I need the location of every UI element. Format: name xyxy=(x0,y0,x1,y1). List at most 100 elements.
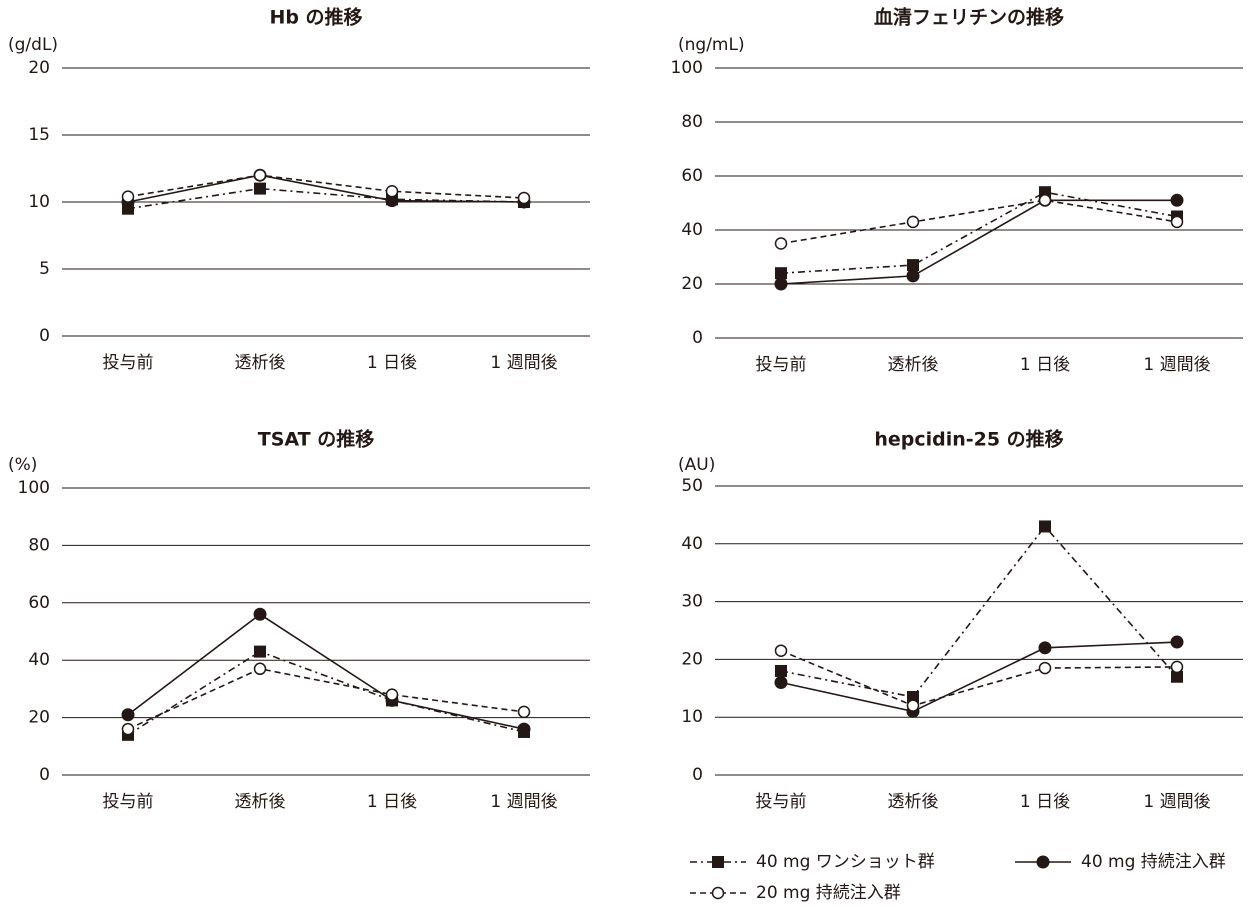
marker xyxy=(774,676,788,690)
series-line xyxy=(127,174,525,203)
legend-marker xyxy=(1036,855,1050,869)
y-tick-label: 15 xyxy=(28,125,50,145)
series-line xyxy=(127,650,525,736)
marker xyxy=(253,607,267,621)
marker xyxy=(1039,520,1051,533)
x-tick-label: 1 週間後 xyxy=(1143,355,1210,375)
marker xyxy=(385,194,399,208)
y-tick-label: 20 xyxy=(28,58,50,78)
series-line xyxy=(780,199,1177,285)
marker xyxy=(1170,635,1184,649)
y-tick-label: 10 xyxy=(681,707,703,727)
marker xyxy=(775,267,787,280)
x-tick-label: 1 日後 xyxy=(367,792,417,812)
y-tick-label: 5 xyxy=(39,259,50,279)
legend-marker xyxy=(712,856,724,868)
legend-label: 40 mg ワンショット群 xyxy=(756,852,935,872)
series-line xyxy=(780,641,1178,713)
x-tick-label: 透析後 xyxy=(235,353,286,373)
marker xyxy=(253,168,267,182)
x-tick-label: 1 週間後 xyxy=(490,792,557,812)
y-tick-label: 10 xyxy=(28,192,50,212)
x-tick-label: 1 週間後 xyxy=(1143,792,1210,812)
y-tick-label: 60 xyxy=(681,166,703,186)
x-tick-label: 1 日後 xyxy=(367,353,417,373)
y-tick-label: 0 xyxy=(39,326,50,346)
chart-title: hepcidin-25 の推移 xyxy=(874,428,1063,451)
marker xyxy=(906,269,920,283)
y-tick-label: 40 xyxy=(681,534,703,554)
x-tick-label: 投与前 xyxy=(103,792,154,812)
marker xyxy=(517,191,531,205)
y-tick-label: 80 xyxy=(28,535,50,555)
y-tick-label: 0 xyxy=(692,328,703,348)
marker xyxy=(774,237,788,250)
y-tick-label: 60 xyxy=(28,593,50,613)
marker xyxy=(907,259,919,272)
marker xyxy=(774,644,788,657)
chart-title: TSAT の推移 xyxy=(258,428,374,451)
marker xyxy=(907,690,919,703)
series-line xyxy=(127,174,525,199)
marker xyxy=(1038,194,1052,207)
y-tick-label: 100 xyxy=(18,478,50,498)
y-axis-label: (AU) xyxy=(678,455,715,475)
y-tick-label: 20 xyxy=(681,274,703,294)
marker xyxy=(517,722,531,736)
x-tick-label: 透析後 xyxy=(888,792,939,812)
series-line xyxy=(780,525,1178,698)
marker xyxy=(121,708,135,722)
y-tick-label: 40 xyxy=(28,650,50,670)
series-line xyxy=(127,667,525,730)
legend-label: 20 mg 持続注入群 xyxy=(756,883,901,903)
marker xyxy=(1170,660,1184,674)
series-line xyxy=(780,649,1178,707)
x-tick-label: 透析後 xyxy=(235,792,286,812)
y-axis-label: (%) xyxy=(8,455,37,475)
series-line xyxy=(127,187,525,210)
x-tick-label: 1 日後 xyxy=(1020,792,1070,812)
y-tick-label: 0 xyxy=(39,765,50,785)
x-tick-label: 1 日後 xyxy=(1020,355,1070,375)
marker xyxy=(121,190,135,203)
marker xyxy=(906,215,920,229)
legend-marker xyxy=(711,886,725,900)
marker xyxy=(517,705,531,719)
y-axis-label: (ng/mL) xyxy=(678,35,745,55)
y-tick-label: 20 xyxy=(28,708,50,728)
y-axis-label: (g/dL) xyxy=(8,35,58,55)
y-tick-label: 30 xyxy=(681,592,703,612)
series-line xyxy=(127,613,525,730)
marker xyxy=(254,182,266,195)
marker xyxy=(1170,193,1184,207)
marker xyxy=(253,662,267,676)
marker xyxy=(1170,215,1184,229)
chart-title: Hb の推移 xyxy=(269,6,362,29)
marker xyxy=(906,699,920,712)
marker xyxy=(385,185,399,198)
marker xyxy=(1038,641,1052,655)
x-tick-label: 投与前 xyxy=(103,353,154,373)
y-tick-label: 80 xyxy=(681,112,703,132)
x-tick-label: 投与前 xyxy=(756,792,807,812)
marker xyxy=(254,645,266,658)
x-tick-label: 投与前 xyxy=(756,355,807,375)
marker xyxy=(1171,670,1183,683)
marker xyxy=(775,664,787,677)
marker xyxy=(1038,661,1052,675)
y-tick-label: 20 xyxy=(681,649,703,669)
chart-title: 血清フェリチンの推移 xyxy=(874,6,1064,29)
marker xyxy=(385,688,399,701)
y-tick-label: 100 xyxy=(671,58,703,78)
y-tick-label: 0 xyxy=(692,765,703,785)
series-line xyxy=(780,191,1178,274)
marker xyxy=(121,722,135,736)
series-line xyxy=(780,199,1178,245)
marker xyxy=(774,277,788,291)
x-tick-label: 1 週間後 xyxy=(490,353,557,373)
y-tick-label: 50 xyxy=(681,476,703,496)
legend-label: 40 mg 持続注入群 xyxy=(1081,852,1226,872)
y-tick-label: 40 xyxy=(681,220,703,240)
